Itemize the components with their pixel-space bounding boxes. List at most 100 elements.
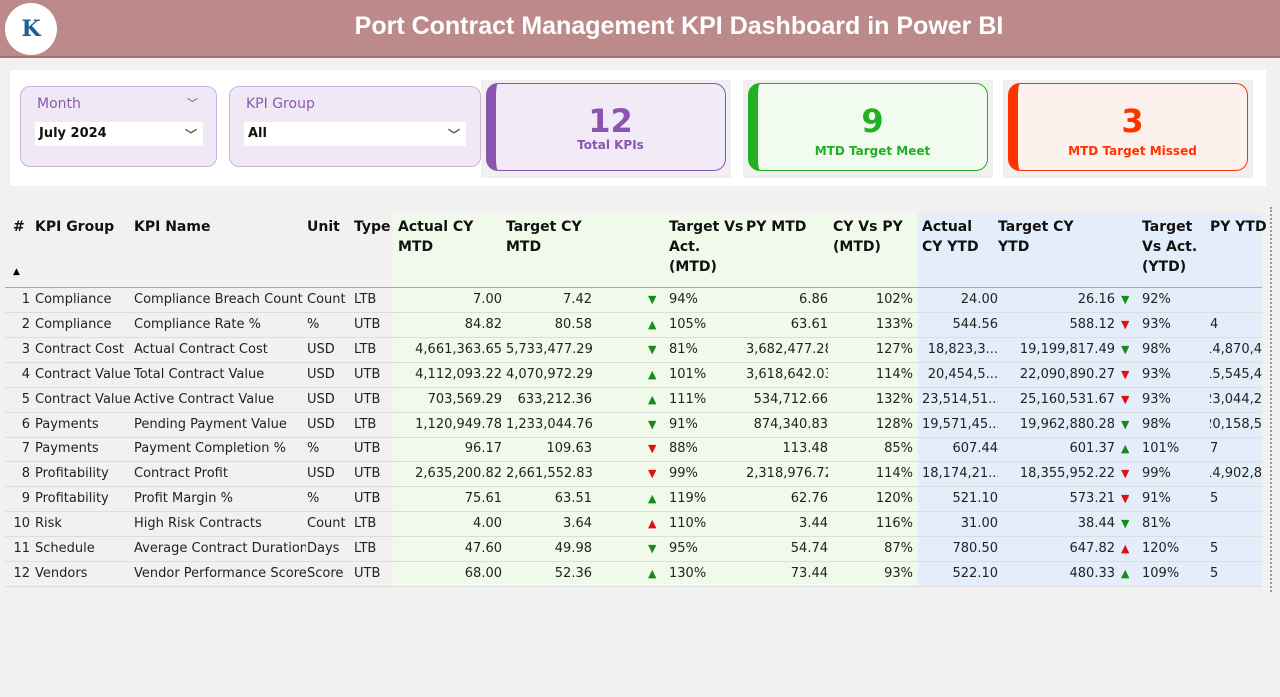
cell-name: Payment Completion %	[134, 441, 286, 457]
table-row[interactable]: 3 Contract Cost Actual Contract Cost USD LTB…	[5, 338, 1262, 363]
table-row[interactable]: 8 Profitability Contract Profit USD UTB 2,635…	[5, 462, 1262, 488]
kpi-group-dropdown[interactable]: All ﹀	[244, 122, 466, 146]
cell-tgt_mtd: 52.36	[554, 565, 592, 581]
kpi-group-slicer: KPI Group All ﹀	[229, 86, 481, 167]
cell-tgt_mtd: 5,733,477.29	[506, 341, 592, 357]
cell-tva_ytd: 101%	[1142, 441, 1180, 457]
cell-py_ytd: 15,545,4	[1210, 366, 1262, 382]
scrollbar[interactable]	[1270, 207, 1272, 592]
cell-unit: Count	[307, 292, 346, 307]
arrow-up-icon: ▲	[648, 392, 657, 406]
table-row[interactable]: 7 Payments Payment Completion %% UTB 96.17 10…	[5, 437, 1262, 463]
cell-act_ytd: 544.56	[952, 316, 999, 332]
cell-tgt_mtd: 7.42	[563, 292, 592, 307]
cell-n: 1	[21, 292, 30, 307]
cell-tgt_mtd: 63.51	[554, 491, 592, 507]
cell-act_ytd: 20,454,5...	[927, 366, 998, 382]
cell-cyvpy: 120%	[875, 491, 913, 507]
column-header[interactable]: Actual CY MTD	[398, 219, 474, 255]
header-divider	[5, 287, 1262, 288]
table-row[interactable]: 12 Vendors Vendor Performance Score Score UT…	[5, 562, 1262, 587]
column-header[interactable]: KPI Name	[134, 219, 211, 235]
column-header[interactable]: PY MTD	[746, 219, 807, 235]
cell-tgt_ytd: 22,090,890.27	[1019, 366, 1115, 382]
column-header[interactable]: Actual CY YTD	[922, 219, 979, 255]
column-header[interactable]: Target CY YTD	[998, 219, 1074, 255]
cell-tgt_ytd: 25,160,531.67	[1019, 391, 1115, 407]
table-row[interactable]: 2 Compliance Compliance Rate %% UTB 84.82 80.…	[5, 313, 1262, 338]
cell-tgt_ytd: 19,199,817.49	[1019, 341, 1115, 357]
cell-act_ytd: 23,514,51...	[922, 391, 998, 407]
column-header[interactable]: PY YTD	[1210, 219, 1267, 235]
sort-indicator[interactable]: ▲	[13, 267, 20, 277]
cell-cyvpy: 93%	[884, 565, 913, 581]
column-header[interactable]: CY Vs PY (MTD)	[833, 219, 903, 255]
column-header[interactable]: #	[13, 219, 25, 235]
cell-act_mtd: 703,569.29	[427, 391, 502, 407]
cell-cyvpy: 128%	[875, 416, 913, 432]
cell-unit: USD	[307, 366, 335, 382]
kpi-card: 12 Total KPIs	[481, 80, 731, 178]
cell-tgt_ytd: 480.33	[1069, 565, 1116, 581]
cell-type: LTB	[354, 341, 377, 357]
cell-name: Vendor Performance Score	[134, 565, 306, 581]
chevron-down-icon: ﹀	[184, 128, 197, 142]
cell-n: 5	[21, 391, 30, 407]
cell-name: Total Contract Value	[134, 366, 265, 382]
cell-cyvpy: 133%	[875, 316, 913, 332]
cell-cyvpy: 102%	[875, 292, 913, 307]
cell-act_ytd: 522.10	[952, 565, 999, 581]
cell-name: Profit Margin %	[134, 491, 233, 507]
arrow-up-icon: ▲	[648, 566, 657, 580]
month-dropdown[interactable]: July 2024 ﹀	[35, 122, 203, 146]
cell-type: UTB	[354, 366, 381, 382]
cell-act_mtd: 84.82	[464, 316, 502, 332]
cell-py_ytd: 23,044,2	[1210, 391, 1262, 407]
cell-unit: %	[307, 491, 320, 507]
cell-tva_ytd: 109%	[1142, 565, 1180, 581]
column-header[interactable]: Unit	[307, 219, 340, 235]
cell-type: UTB	[354, 491, 381, 507]
cell-tgt_mtd: 2,661,552.83	[506, 466, 592, 482]
cell-py_mtd: 54.74	[790, 541, 828, 556]
logo: K	[5, 3, 57, 55]
cell-tva_ytd: 93%	[1142, 391, 1171, 407]
cell-n: 9	[21, 491, 30, 507]
table-row[interactable]: 6 Payments Pending Payment Value USD LTB 1,12…	[5, 413, 1262, 438]
cell-name: Contract Profit	[134, 466, 228, 482]
arrow-down-icon: ▼	[1121, 492, 1130, 506]
table-row[interactable]: 11 Schedule Average Contract Duration Days L…	[5, 537, 1262, 562]
cell-cyvpy: 116%	[875, 516, 913, 532]
cell-py_ytd: 14,870,4	[1210, 341, 1262, 357]
cell-n: 3	[21, 341, 30, 357]
table-row[interactable]: 4 Contract Value Total Contract Value USD UT…	[5, 363, 1262, 388]
cell-py_mtd: 534,712.66	[753, 391, 828, 407]
table-row[interactable]: 1 Compliance Compliance Breach Count Count L…	[5, 288, 1262, 313]
cell-act_mtd: 4,112,093.22	[415, 366, 502, 382]
cell-type: LTB	[354, 292, 377, 307]
cell-act_ytd: 18,823,3...	[927, 341, 998, 357]
column-header[interactable]: Target Vs Act. (YTD)	[1142, 219, 1198, 275]
arrow-up-icon: ▲	[648, 517, 657, 531]
card-label: MTD Target Missed	[1068, 144, 1197, 158]
table-row[interactable]: 9 Profitability Profit Margin %% UTB 75.61 63…	[5, 487, 1262, 513]
cell-py_mtd: 62.76	[790, 491, 828, 507]
column-header[interactable]: Type	[354, 219, 391, 235]
cell-tgt_ytd: 19,962,880.28	[1019, 416, 1115, 432]
arrow-down-icon: ▼	[1121, 392, 1130, 406]
column-header[interactable]: Target Vs Act. (MTD)	[669, 219, 744, 275]
column-header[interactable]: KPI Group	[35, 219, 115, 235]
cell-group: Compliance	[35, 292, 112, 307]
cell-tgt_ytd: 601.37	[1069, 441, 1116, 457]
column-header[interactable]: Target CY MTD	[506, 219, 582, 255]
chevron-down-icon[interactable]: ﹀	[187, 97, 198, 110]
cell-tva_mtd: 91%	[669, 416, 698, 432]
cell-type: UTB	[354, 466, 381, 482]
cell-tgt_mtd: 1,233,044.76	[506, 416, 592, 432]
cell-tva_mtd: 94%	[669, 292, 698, 307]
table-row[interactable]: 10 Risk High Risk Contracts Count LTB 4.00 3.6…	[5, 512, 1262, 538]
table-row[interactable]: 5 Contract Value Active Contract Value USD U…	[5, 388, 1262, 413]
cell-group: Vendors	[35, 565, 88, 581]
cell-unit: %	[307, 316, 320, 332]
card-value: 3	[1121, 102, 1144, 140]
